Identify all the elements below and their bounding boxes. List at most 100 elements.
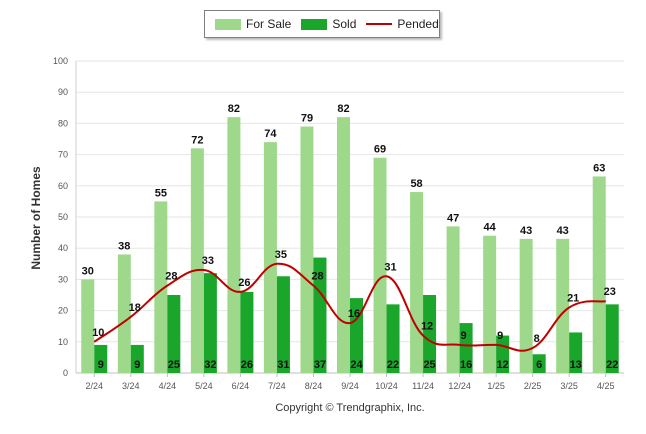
x-tick-label: 12/24 — [448, 381, 471, 391]
bar-sold — [386, 304, 400, 373]
data-label-sold: 6 — [536, 359, 542, 371]
bar-for-sale — [154, 201, 168, 373]
legend: For Sale Sold Pended — [204, 10, 440, 38]
y-tick-label: 0 — [63, 368, 68, 378]
data-label-pended: 18 — [129, 302, 141, 314]
y-tick-label: 50 — [58, 212, 68, 222]
data-label-pended: 31 — [384, 261, 396, 273]
bar-for-sale — [337, 117, 350, 373]
data-label-for-sale: 74 — [264, 128, 277, 140]
copyright-text: Copyright © Trendgraphix, Inc. — [275, 402, 425, 414]
data-label-sold: 16 — [460, 359, 472, 371]
y-tick-label: 60 — [58, 181, 68, 191]
legend-item-for-sale: For Sale — [215, 17, 291, 31]
x-tick-label: 1/25 — [487, 381, 505, 391]
data-label-for-sale: 55 — [155, 187, 167, 199]
x-tick-label: 2/25 — [524, 381, 542, 391]
data-label-pended: 33 — [202, 255, 214, 267]
data-label-for-sale: 30 — [82, 265, 94, 277]
data-label-pended: 10 — [92, 327, 104, 339]
bar-for-sale — [483, 235, 497, 373]
x-tick-label: 7/24 — [268, 381, 286, 391]
data-label-sold: 37 — [314, 359, 326, 371]
data-label-sold: 24 — [350, 359, 363, 371]
y-tick-label: 40 — [58, 243, 68, 253]
y-tick-label: 30 — [58, 274, 68, 284]
legend-item-sold: Sold — [301, 17, 356, 31]
legend-item-pended: Pended — [366, 17, 439, 31]
bar-sold — [203, 273, 217, 373]
legend-swatch-pended — [366, 23, 393, 25]
x-tick-label: 10/24 — [375, 381, 398, 391]
bar-sold — [94, 344, 108, 373]
bar-for-sale — [446, 226, 460, 373]
bar-for-sale — [556, 238, 570, 373]
data-label-sold: 25 — [423, 359, 435, 371]
data-label-sold: 9 — [134, 359, 140, 371]
x-tick-label: 9/24 — [341, 381, 359, 391]
data-label-pended: 9 — [461, 330, 467, 342]
data-label-sold: 9 — [98, 359, 104, 371]
bar-sold — [459, 323, 473, 373]
data-label-sold: 12 — [497, 359, 509, 371]
y-tick-label: 10 — [58, 337, 68, 347]
data-label-sold: 22 — [387, 359, 399, 371]
data-label-pended: 35 — [275, 249, 287, 261]
bar-sold — [350, 298, 363, 373]
data-label-sold: 13 — [570, 359, 582, 371]
bar-sold — [423, 295, 437, 373]
x-tick-label: 4/24 — [159, 381, 177, 391]
bar-for-sale — [410, 192, 424, 373]
bar-sold — [130, 344, 144, 373]
bar-sold — [605, 304, 619, 373]
x-tick-label: 3/25 — [560, 381, 578, 391]
bar-sold — [276, 276, 290, 373]
y-tick-label: 100 — [53, 56, 68, 66]
data-label-pended: 26 — [238, 277, 250, 289]
data-label-for-sale: 69 — [374, 144, 386, 156]
y-tick-label: 80 — [58, 118, 68, 128]
legend-label-for-sale: For Sale — [246, 17, 292, 31]
data-label-pended: 16 — [348, 308, 360, 320]
data-label-for-sale: 47 — [447, 212, 459, 224]
data-label-pended: 23 — [604, 286, 616, 298]
y-tick-label: 20 — [58, 306, 68, 316]
x-tick-label: 5/24 — [195, 381, 213, 391]
data-label-sold: 25 — [168, 359, 180, 371]
data-label-for-sale: 82 — [228, 103, 240, 115]
data-label-for-sale: 63 — [593, 162, 605, 174]
data-label-pended: 9 — [497, 330, 503, 342]
data-label-for-sale: 82 — [337, 103, 349, 115]
data-label-for-sale: 44 — [484, 222, 497, 234]
data-label-for-sale: 72 — [191, 134, 203, 146]
bar-for-sale — [373, 157, 387, 373]
bar-for-sale — [227, 117, 241, 373]
x-tick-label: 8/24 — [305, 381, 323, 391]
bar-sold — [313, 257, 327, 373]
x-tick-label: 3/24 — [122, 381, 140, 391]
legend-label-sold: Sold — [332, 17, 357, 31]
data-label-for-sale: 43 — [557, 225, 569, 237]
x-tick-label: 6/24 — [232, 381, 250, 391]
data-label-sold: 22 — [606, 359, 618, 371]
bar-for-sale — [263, 142, 277, 373]
data-label-pended: 12 — [421, 321, 433, 333]
data-label-for-sale: 58 — [410, 178, 422, 190]
data-label-for-sale: 38 — [118, 240, 130, 252]
legend-swatch-sold — [301, 18, 328, 30]
data-label-pended: 21 — [567, 292, 579, 304]
bar-for-sale — [117, 254, 131, 373]
line-pended — [93, 262, 606, 352]
bar-for-sale — [300, 126, 314, 374]
bar-for-sale — [519, 238, 533, 373]
data-label-sold: 26 — [241, 359, 253, 371]
data-label-sold: 31 — [277, 359, 289, 371]
bar-sold — [569, 332, 583, 373]
bar-sold — [167, 295, 181, 373]
legend-label-pended: Pended — [397, 17, 439, 31]
bar-sold — [240, 291, 254, 373]
bar-for-sale — [190, 148, 204, 373]
data-label-pended: 28 — [165, 271, 177, 283]
x-tick-label: 2/24 — [86, 381, 104, 391]
